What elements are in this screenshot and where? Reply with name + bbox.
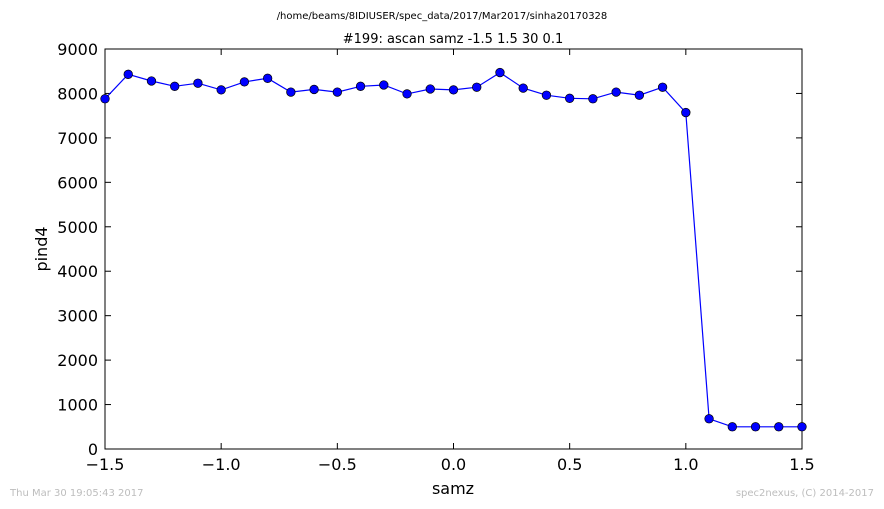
plot-area <box>104 48 803 450</box>
y-tick-label: 2000 <box>57 351 98 370</box>
data-point <box>565 93 575 103</box>
data-point <box>286 87 296 97</box>
y-tick-label: 0 <box>88 440 98 459</box>
data-points <box>100 67 807 432</box>
x-tick-label: −1.5 <box>86 455 125 474</box>
data-point <box>797 422 807 432</box>
credit-footer: spec2nexus, (C) 2014-2017 <box>735 488 874 499</box>
data-point <box>100 94 110 104</box>
data-point <box>750 422 761 432</box>
x-tick-label: 1.5 <box>789 455 814 474</box>
data-point <box>472 82 482 92</box>
data-point <box>239 77 250 87</box>
y-tick-label: 7000 <box>57 129 98 148</box>
data-point <box>216 85 226 95</box>
y-axis-label: pind4 <box>32 226 51 271</box>
y-tick-label: 1000 <box>57 396 98 415</box>
data-point <box>518 83 528 93</box>
data-point <box>681 107 691 118</box>
x-axis-label: samz <box>432 479 474 498</box>
data-point <box>448 85 459 95</box>
x-tick-label: 0.5 <box>557 455 582 474</box>
data-point <box>657 82 668 92</box>
data-point <box>704 414 714 424</box>
data-point <box>170 81 180 91</box>
x-tick-label: −0.5 <box>318 455 357 474</box>
data-point <box>727 422 737 432</box>
y-tick-label: 6000 <box>57 173 98 192</box>
y-tick-label: 3000 <box>57 307 98 326</box>
chart-suptitle: /home/beams/8IDIUSER/spec_data/2017/Mar2… <box>277 11 608 22</box>
x-tick-label: 1.0 <box>673 455 698 474</box>
data-point <box>379 80 389 90</box>
x-tick-label: −1.0 <box>202 455 241 474</box>
data-point <box>588 94 598 104</box>
y-tick-label: 8000 <box>57 84 98 103</box>
x-tick-label: 0.0 <box>441 455 466 474</box>
data-point <box>402 89 412 99</box>
data-point <box>495 67 505 78</box>
data-point <box>541 90 552 100</box>
data-point <box>309 84 319 95</box>
data-point <box>262 73 273 83</box>
axis-tick-labels: −1.5 −1.0 −0.5 0.0 0.5 1.0 1.5 0 1000 2000 3000 400… <box>57 40 814 474</box>
data-point <box>425 84 435 94</box>
chart-title: #199: ascan samz -1.5 1.5 30 0.1 <box>343 32 563 47</box>
data-point <box>611 87 621 97</box>
data-point <box>774 422 784 432</box>
y-tick-label: 9000 <box>57 40 98 59</box>
data-point <box>193 78 203 88</box>
y-tick-label: 4000 <box>57 262 98 281</box>
data-point <box>123 69 133 79</box>
data-point <box>146 76 157 86</box>
data-point <box>634 90 645 100</box>
axis-ticks <box>104 48 803 450</box>
y-tick-label: 5000 <box>57 218 98 237</box>
data-point <box>355 81 366 91</box>
timestamp-footer: Thu Mar 30 19:05:43 2017 <box>10 488 144 499</box>
data-point <box>332 87 342 97</box>
